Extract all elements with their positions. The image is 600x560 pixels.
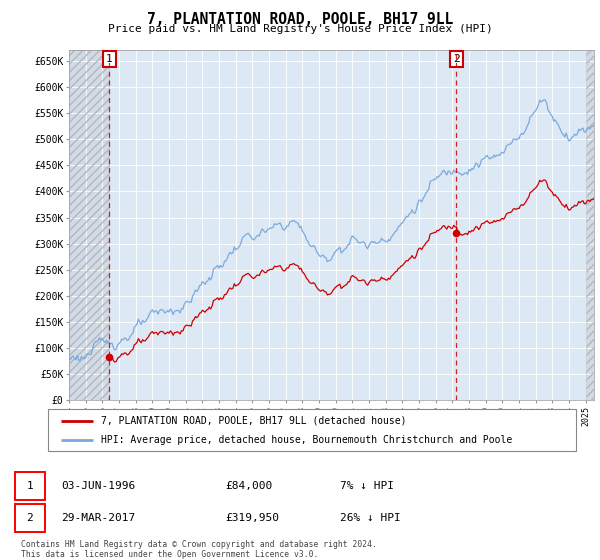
- FancyBboxPatch shape: [15, 472, 45, 500]
- Bar: [69, 50, 109, 400]
- Text: 29-MAR-2017: 29-MAR-2017: [61, 513, 135, 522]
- Text: Price paid vs. HM Land Registry's House Price Index (HPI): Price paid vs. HM Land Registry's House …: [107, 24, 493, 34]
- Text: 26% ↓ HPI: 26% ↓ HPI: [340, 513, 401, 522]
- Text: 7% ↓ HPI: 7% ↓ HPI: [340, 481, 394, 491]
- Text: 1: 1: [106, 54, 113, 64]
- Text: £319,950: £319,950: [225, 513, 279, 522]
- FancyBboxPatch shape: [48, 409, 576, 451]
- Text: 7, PLANTATION ROAD, POOLE, BH17 9LL: 7, PLANTATION ROAD, POOLE, BH17 9LL: [147, 12, 453, 27]
- FancyBboxPatch shape: [15, 504, 45, 531]
- Text: 7, PLANTATION ROAD, POOLE, BH17 9LL (detached house): 7, PLANTATION ROAD, POOLE, BH17 9LL (det…: [101, 416, 406, 426]
- Text: 03-JUN-1996: 03-JUN-1996: [61, 481, 135, 491]
- Text: 2: 2: [453, 54, 460, 64]
- Bar: [69, 50, 109, 400]
- Text: HPI: Average price, detached house, Bournemouth Christchurch and Poole: HPI: Average price, detached house, Bour…: [101, 435, 512, 445]
- Bar: [586, 50, 594, 400]
- Text: Contains HM Land Registry data © Crown copyright and database right 2024.
This d: Contains HM Land Registry data © Crown c…: [21, 540, 377, 559]
- Text: 1: 1: [26, 481, 33, 491]
- Text: £84,000: £84,000: [225, 481, 272, 491]
- Bar: [586, 50, 594, 400]
- Text: 2: 2: [26, 513, 33, 522]
